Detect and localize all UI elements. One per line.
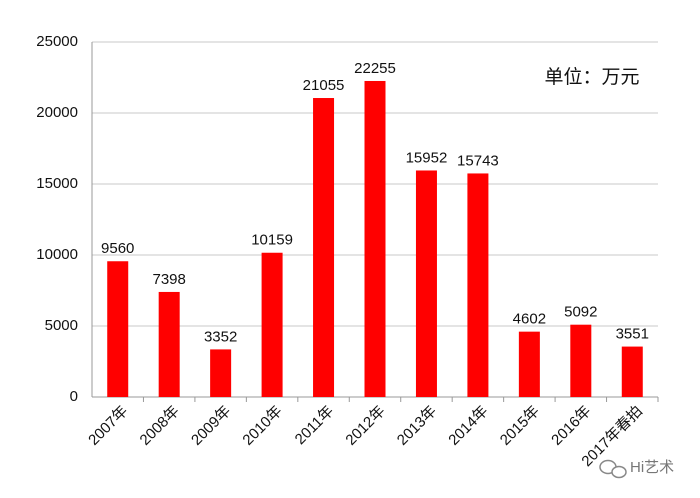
x-tick-label: 2007年 [85, 403, 131, 449]
x-tick-label: 2014年 [445, 403, 491, 449]
x-tick-label: 2015年 [497, 403, 543, 449]
bar [518, 331, 540, 397]
x-tick-label: 2012年 [342, 403, 388, 449]
bar [364, 80, 386, 397]
y-tick-label: 20000 [36, 104, 78, 121]
x-tick-label: 2013年 [394, 403, 440, 449]
watermark: Hi艺术 [630, 459, 674, 476]
y-tick-label: 25000 [36, 33, 78, 50]
x-tick-label: 2010年 [239, 403, 285, 449]
data-label: 22255 [354, 60, 396, 77]
y-tick-label: 0 [70, 388, 78, 405]
bar [210, 349, 232, 397]
y-tick-label: 5000 [45, 317, 78, 334]
data-label: 3352 [204, 328, 237, 345]
y-tick-label: 10000 [36, 246, 78, 263]
data-label: 5092 [564, 304, 597, 321]
x-tick-label: 2008年 [137, 403, 183, 449]
data-label: 3551 [616, 326, 649, 343]
data-label: 7398 [152, 271, 185, 288]
bar [313, 98, 335, 398]
bar [467, 173, 489, 397]
bar [107, 261, 129, 397]
bar [158, 291, 180, 397]
y-tick-label: 15000 [36, 175, 78, 192]
data-label: 4602 [513, 311, 546, 328]
bar [621, 346, 643, 397]
data-label: 9560 [101, 240, 134, 257]
x-tick-label: 2011年 [292, 403, 337, 448]
bar [570, 324, 592, 397]
bar [261, 252, 283, 397]
x-tick-label: 2016年 [548, 403, 594, 449]
data-label: 10159 [251, 232, 293, 249]
unit-annotation: 单位：万元 [544, 66, 639, 88]
x-tick-label: 2009年 [188, 403, 234, 449]
data-label: 15743 [457, 152, 499, 169]
data-label: 15952 [406, 149, 448, 166]
bar [415, 170, 437, 397]
watermark-icon [599, 459, 627, 479]
data-label: 21055 [303, 77, 345, 94]
